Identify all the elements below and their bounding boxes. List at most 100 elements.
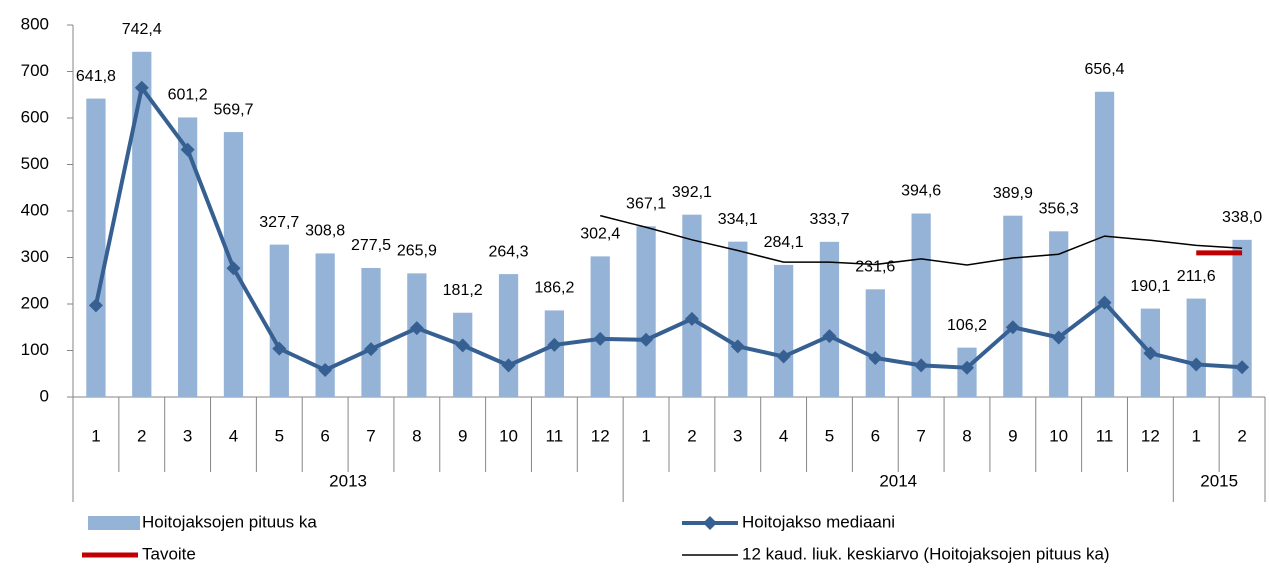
bar xyxy=(86,98,106,398)
x-tick-label: 2 xyxy=(137,426,146,445)
data-label: 333,7 xyxy=(809,211,849,228)
bar xyxy=(453,312,473,397)
x-tick-label: 2 xyxy=(1237,426,1246,445)
marker xyxy=(914,358,929,373)
bar xyxy=(1003,215,1023,397)
x-tick-label: 6 xyxy=(871,426,880,445)
bar xyxy=(498,274,519,397)
x-tick-label: 9 xyxy=(458,426,467,445)
marker xyxy=(593,331,608,346)
group-label: 2013 xyxy=(329,471,367,490)
marker xyxy=(1143,346,1158,361)
x-tick-label: 7 xyxy=(916,426,925,445)
legend-label: Hoitojaksojen pituus ka xyxy=(142,512,317,531)
data-label: 186,2 xyxy=(534,280,574,297)
marker xyxy=(776,349,791,364)
bar xyxy=(590,256,610,397)
data-label: 181,2 xyxy=(443,282,483,299)
x-tick-label: 5 xyxy=(275,426,284,445)
data-label: 601,2 xyxy=(168,87,208,104)
data-label: 211,6 xyxy=(1177,268,1216,285)
group-label: 2015 xyxy=(1200,471,1238,490)
x-tick-label: 3 xyxy=(733,426,742,445)
marker xyxy=(639,332,654,347)
marker xyxy=(272,341,287,356)
x-tick-label: 7 xyxy=(366,426,375,445)
y-tick-label: 0 xyxy=(40,386,49,405)
data-label: 656,4 xyxy=(1085,61,1125,78)
data-label: 394,6 xyxy=(901,183,941,200)
marker xyxy=(730,339,745,354)
y-tick-label: 100 xyxy=(21,340,49,359)
x-tick-label: 12 xyxy=(1141,426,1160,445)
x-tick-label: 11 xyxy=(546,426,564,445)
data-label: 356,3 xyxy=(1039,201,1079,218)
x-tick-label: 2 xyxy=(687,426,696,445)
y-tick-label: 200 xyxy=(21,293,49,312)
marker xyxy=(180,142,195,157)
x-tick-label: 11 xyxy=(1096,426,1114,445)
bar xyxy=(728,241,748,397)
marker xyxy=(960,360,974,375)
data-label: 389,9 xyxy=(993,185,1033,202)
x-tick-label: 5 xyxy=(825,426,834,445)
bar xyxy=(177,117,198,397)
x-tick-label: 1 xyxy=(641,426,650,445)
data-label: 284,1 xyxy=(764,234,804,251)
x-tick-label: 1 xyxy=(1191,426,1200,445)
x-tick-label: 4 xyxy=(779,426,788,445)
data-label: 367,1 xyxy=(626,196,666,213)
bar xyxy=(1049,231,1069,397)
bar xyxy=(132,51,152,398)
line xyxy=(93,83,1243,373)
marker xyxy=(134,80,149,95)
marker xyxy=(1189,357,1204,372)
bar xyxy=(682,214,702,397)
data-label: 742,4 xyxy=(122,21,162,38)
data-label: 190,1 xyxy=(1130,278,1170,295)
data-label: 338,0 xyxy=(1222,209,1262,226)
data-label: 264,3 xyxy=(489,243,529,260)
bar xyxy=(773,264,794,397)
data-label: 302,4 xyxy=(580,226,620,243)
data-label: 569,7 xyxy=(213,101,253,118)
data-label: 106,2 xyxy=(947,317,987,334)
data-label: 392,1 xyxy=(672,184,712,201)
marker xyxy=(684,311,699,326)
marker xyxy=(501,358,516,373)
marker xyxy=(364,342,378,357)
y-tick-label: 500 xyxy=(21,154,49,173)
bar xyxy=(361,267,381,397)
bar xyxy=(544,310,565,397)
marker xyxy=(88,298,103,313)
x-tick-label: 3 xyxy=(183,426,192,445)
data-label: 641,8 xyxy=(76,68,116,85)
marker xyxy=(1005,320,1020,335)
marker xyxy=(1235,360,1250,375)
marker xyxy=(1097,295,1112,310)
bar xyxy=(1094,91,1115,398)
x-tick-label: 10 xyxy=(1049,426,1068,445)
legend-label: Hoitojakso mediaani xyxy=(742,512,895,531)
data-label: 327,7 xyxy=(259,214,299,231)
x-tick-label: 9 xyxy=(1008,426,1017,445)
y-tick-label: 800 xyxy=(21,14,49,33)
group-label: 2014 xyxy=(879,471,917,490)
x-tick-label: 8 xyxy=(412,426,421,445)
x-tick-label: 8 xyxy=(962,426,971,445)
y-tick-label: 600 xyxy=(21,107,49,126)
marker xyxy=(868,350,883,365)
data-label: 231,6 xyxy=(855,259,895,276)
bar xyxy=(819,241,840,397)
data-label: 265,9 xyxy=(397,243,437,260)
bar xyxy=(315,253,335,397)
x-tick-label: 10 xyxy=(499,426,518,445)
data-label: 277,5 xyxy=(351,237,391,254)
marker xyxy=(822,329,837,344)
marker xyxy=(409,321,424,336)
line xyxy=(600,214,1243,266)
y-tick-label: 400 xyxy=(21,200,49,219)
bar xyxy=(269,244,289,397)
bar xyxy=(865,289,885,397)
